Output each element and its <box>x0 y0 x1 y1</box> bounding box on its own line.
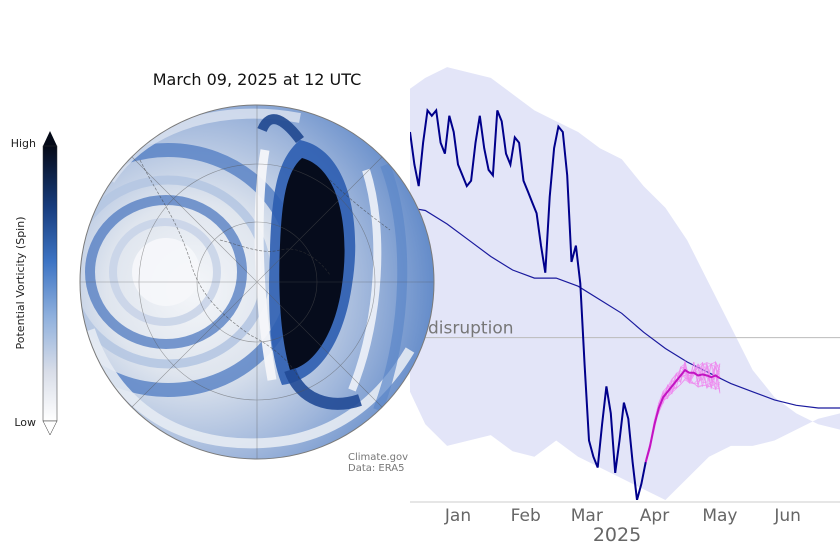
x-tick-label: Jun <box>773 506 801 526</box>
colorbar-title: Potential Vorticity (Spin) <box>14 217 27 350</box>
credit-source: Climate.gov <box>348 452 408 463</box>
vorticity-field <box>80 105 434 459</box>
x-tick-label: May <box>702 506 737 526</box>
x-tick-label: Mar <box>571 506 603 526</box>
credit-data: Data: ERA5 <box>348 463 405 474</box>
climatology-line <box>410 207 840 409</box>
observed-line <box>410 107 647 500</box>
colorbar-high-label: High <box>11 137 36 150</box>
time-series-chart: disruption Jan Feb Mar Apr May Jun 2025 <box>410 67 840 546</box>
colorbar-low-label: Low <box>14 416 36 429</box>
x-axis-ticks: Jan Feb Mar Apr May Jun <box>444 506 801 526</box>
polar-map-panel: March 09, 2025 at 12 UTC Climate.gov Dat… <box>79 70 435 474</box>
globe-outline <box>79 104 435 460</box>
colorbar-high-arrow <box>43 131 57 146</box>
x-tick-label: Apr <box>640 506 669 526</box>
x-axis-year-label: 2025 <box>593 524 641 546</box>
spread-envelope <box>410 67 840 500</box>
colorbar-scale <box>42 145 58 422</box>
x-tick-label: Feb <box>511 506 541 526</box>
forecast-member <box>645 373 721 462</box>
disruption-label: disruption <box>428 319 514 339</box>
colorbar-low-arrow <box>42 420 58 436</box>
forecast-mean-line <box>644 368 721 463</box>
colorbar: High Low Potential Vorticity (Spin) <box>11 131 58 436</box>
map-title: March 09, 2025 at 12 UTC <box>153 70 362 89</box>
x-tick-label: Jan <box>444 506 471 526</box>
